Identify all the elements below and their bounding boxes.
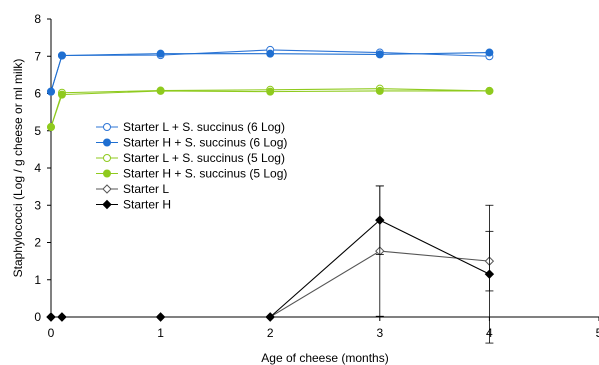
- data-point: [57, 51, 66, 60]
- x-tick-label: 3: [376, 326, 383, 340]
- data-point: [485, 48, 494, 57]
- legend-label: Starter H + S. succinus (6 Log): [123, 136, 287, 150]
- data-point: [484, 269, 495, 279]
- data-point: [485, 86, 494, 95]
- data-point: [156, 86, 165, 95]
- series-6: [46, 185, 495, 344]
- legend-item: Starter L + S. succinus (5 Log): [96, 151, 285, 165]
- series-line: [51, 250, 490, 318]
- data-point: [47, 87, 55, 96]
- y-tick-label: 4: [34, 161, 41, 175]
- legend: Starter L + S. succinus (6 Log) Starter H…: [96, 120, 287, 212]
- legend-swatch-marker: [103, 123, 111, 131]
- data-point: [375, 50, 384, 59]
- data-point: [265, 312, 275, 322]
- legend-item: Starter H + S. succinus (5 Log): [96, 167, 287, 181]
- legend-swatch-marker: [103, 169, 111, 178]
- y-tick-label: 1: [34, 273, 41, 287]
- x-axis-label: Age of cheese (months): [261, 351, 388, 365]
- y-tick-label: 5: [34, 124, 41, 138]
- legend-label: Starter H + S. succinus (5 Log): [123, 167, 287, 181]
- y-tick-label: 6: [34, 87, 41, 101]
- legend-label: Starter L + S. succinus (5 Log): [123, 151, 285, 165]
- legend-item: Starter H: [96, 198, 171, 212]
- x-tick-label: 2: [267, 326, 274, 340]
- legend-label: Starter L: [123, 182, 169, 196]
- series-5: [46, 185, 495, 322]
- legend-swatch-marker: [102, 199, 112, 210]
- legend-swatch-marker: [103, 138, 111, 147]
- y-tick-label: 3: [34, 198, 41, 212]
- data-point: [46, 312, 56, 322]
- legend-item: Starter H + S. succinus (6 Log): [96, 136, 287, 150]
- data-point: [57, 312, 67, 322]
- data-point: [375, 215, 385, 225]
- legend-label: Starter L + S. succinus (6 Log): [123, 120, 285, 134]
- y-tick-label: 0: [34, 310, 41, 324]
- data-point: [155, 312, 166, 322]
- data-point: [266, 87, 275, 96]
- series-2: [47, 48, 494, 96]
- data-point: [156, 49, 165, 58]
- series-layer: [46, 45, 495, 344]
- tick-labels: 012345678012345: [34, 12, 599, 340]
- legend-item: Starter L + S. succinus (6 Log): [96, 120, 285, 134]
- y-axis-label: Staphylococci (Log / g cheese or ml milk…: [11, 59, 25, 278]
- x-tick-label: 5: [596, 326, 599, 340]
- series-line: [50, 51, 490, 92]
- x-tick-label: 1: [157, 326, 164, 340]
- legend-swatch-marker: [102, 184, 112, 194]
- series-4: [47, 86, 494, 132]
- legend-item: Starter L: [96, 182, 169, 196]
- data-point: [47, 123, 55, 132]
- series-line: [51, 219, 490, 318]
- data-point: [266, 49, 275, 58]
- series-line: [50, 90, 490, 128]
- legend-swatch-marker: [103, 154, 111, 162]
- data-point: [375, 86, 384, 95]
- legend-label: Starter H: [123, 198, 171, 212]
- y-tick-label: 7: [34, 49, 41, 63]
- y-tick-label: 8: [34, 12, 41, 26]
- y-tick-label: 2: [34, 236, 41, 250]
- data-point: [57, 90, 66, 99]
- x-tick-label: 0: [48, 326, 55, 340]
